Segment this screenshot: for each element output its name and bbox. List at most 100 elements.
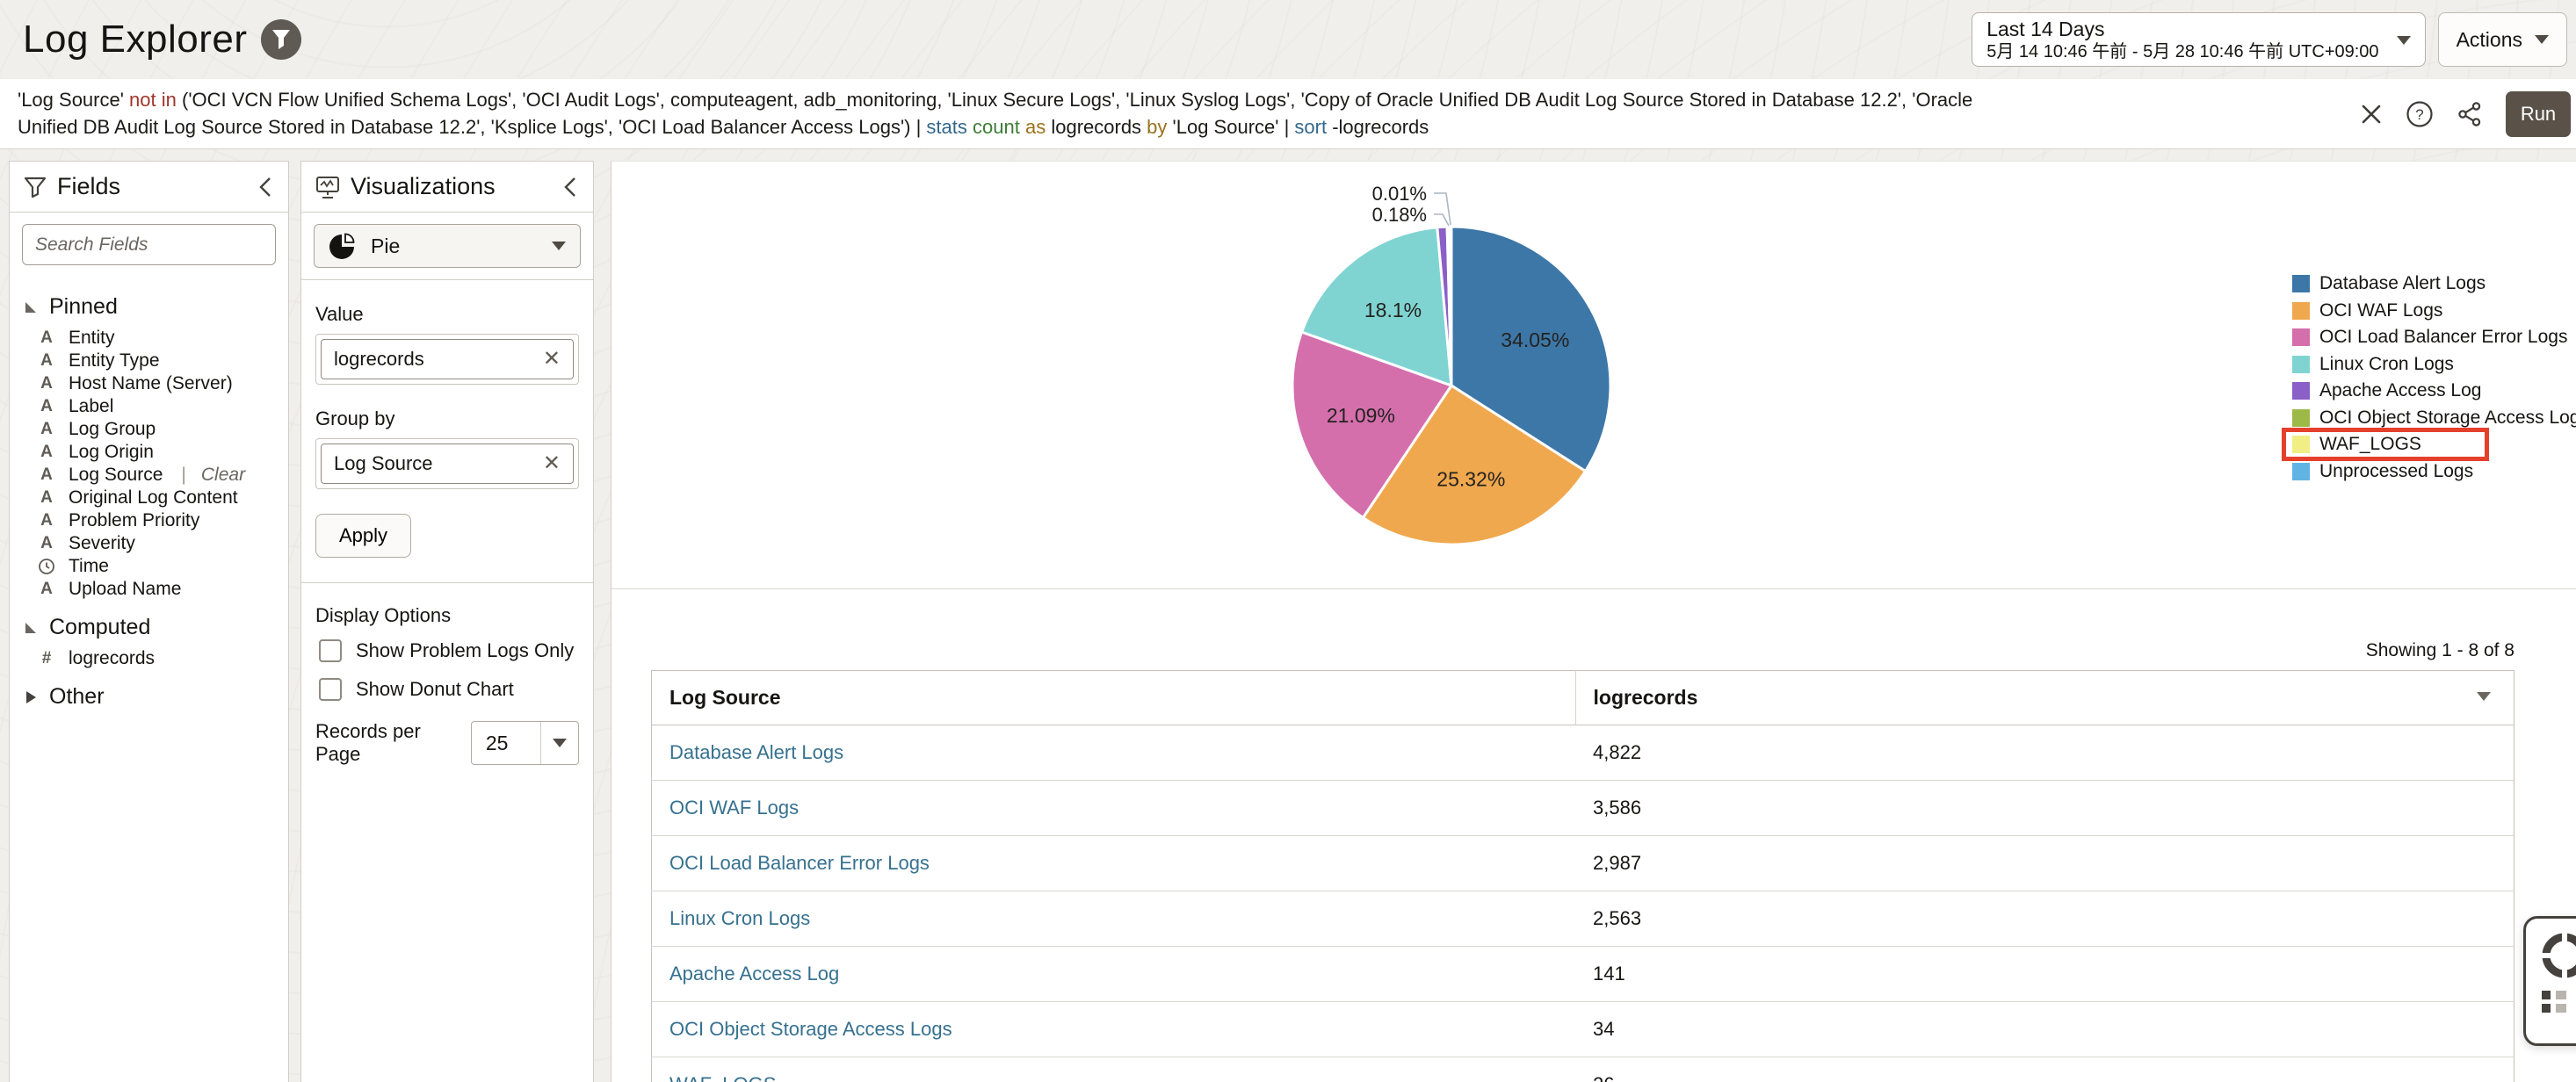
legend-item-waf-logs[interactable]: WAF_LOGS xyxy=(2282,428,2576,461)
log-source-link[interactable]: OCI Object Storage Access Logs xyxy=(651,1001,1576,1057)
apply-button[interactable]: Apply xyxy=(315,514,412,558)
chevron-down-icon xyxy=(2535,35,2549,44)
field-item-log-group[interactable]: A Log Group xyxy=(10,418,288,441)
show-problem-logs-checkbox-row[interactable]: Show Problem Logs Only xyxy=(319,639,579,662)
legend-item-unprocessed-logs[interactable]: Unprocessed Logs xyxy=(2292,461,2576,481)
visualization-settings: Value logrecords ✕ Group by Log Source ✕… xyxy=(301,303,593,766)
field-section-pinned[interactable]: Pinned xyxy=(10,280,288,327)
divider xyxy=(301,582,593,583)
legend-label: Linux Cron Logs xyxy=(2319,353,2454,374)
field-item-logrecords[interactable]: # logrecords xyxy=(10,647,288,670)
remove-value-icon[interactable]: ✕ xyxy=(542,347,561,371)
legend-item-database-alert-logs[interactable]: Database Alert Logs xyxy=(2292,273,2576,293)
field-section-computed[interactable]: Computed xyxy=(10,601,288,647)
field-item-severity[interactable]: A Severity xyxy=(10,532,288,555)
chevron-down-icon xyxy=(2396,36,2411,45)
time-range-selector[interactable]: Last 14 Days 5月 14 10:46 午前 - 5月 28 10:4… xyxy=(1972,12,2426,67)
group-by-label: Group by xyxy=(315,408,395,429)
string-field-icon: A xyxy=(40,420,53,438)
collapse-visualizations-panel-icon[interactable] xyxy=(561,176,579,198)
group-chip[interactable]: Log Source ✕ xyxy=(321,444,574,484)
field-item-label[interactable]: A Label xyxy=(10,395,288,418)
legend-item-oci-load-balancer-error-logs[interactable]: OCI Load Balancer Error Logs xyxy=(2292,327,2576,347)
log-source-link[interactable]: Database Alert Logs xyxy=(651,725,1576,781)
pie-chart-icon xyxy=(329,233,355,259)
column-header-logrecords[interactable]: logrecords xyxy=(1574,670,2514,725)
pie-slice-oci-waf-logs[interactable] xyxy=(1361,383,1588,546)
field-item-log-source[interactable]: A Log Source | Clear xyxy=(10,464,288,487)
group-chip-container: Log Source ✕ xyxy=(315,438,579,489)
show-donut-chart-checkbox[interactable] xyxy=(319,678,342,701)
string-field-icon: A xyxy=(40,374,53,393)
field-item-log-origin[interactable]: A Log Origin xyxy=(10,441,288,464)
string-field-icon: A xyxy=(40,580,53,598)
query-line-2: Unified DB Audit Log Source Stored in Da… xyxy=(18,113,2360,141)
visualizations-panel-header: Visualizations xyxy=(301,162,593,213)
chart-type-select[interactable]: Pie xyxy=(314,224,581,268)
field-item-entity-type[interactable]: A Entity Type xyxy=(10,350,288,372)
legend-item-linux-cron-logs[interactable]: Linux Cron Logs xyxy=(2292,353,2576,374)
log-source-link[interactable]: Linux Cron Logs xyxy=(651,891,1576,947)
legend-item-oci-object-storage-access-logs[interactable]: OCI Object Storage Access Logs xyxy=(2292,408,2576,428)
remove-group-icon[interactable]: ✕ xyxy=(542,451,561,475)
field-item-label: Entity Type xyxy=(69,350,160,371)
log-source-link[interactable]: OCI WAF Logs xyxy=(651,780,1576,836)
run-button[interactable]: Run xyxy=(2506,90,2571,137)
logrecords-value: 34 xyxy=(1575,1001,2514,1057)
chart-legend: Database Alert Logs OCI WAF Logs OCI Load … xyxy=(2282,273,2576,489)
clear-query-icon[interactable] xyxy=(2360,103,2383,126)
pie-slice-linux-cron-logs[interactable] xyxy=(1299,226,1453,388)
clear-field-filter-link[interactable]: Clear xyxy=(200,465,246,485)
show-donut-chart-checkbox-row[interactable]: Show Donut Chart xyxy=(319,678,579,701)
legend-swatch xyxy=(2292,436,2310,453)
show-problem-logs-checkbox[interactable] xyxy=(319,639,342,662)
page-title: Log Explorer xyxy=(23,18,248,61)
string-field-icon: A xyxy=(40,534,53,552)
query-input[interactable]: 'Log Source' not in ('OCI VCN Flow Unifi… xyxy=(0,79,2360,148)
legend-swatch xyxy=(2292,462,2310,480)
field-item-label: Log Group xyxy=(69,419,156,439)
help-icon[interactable]: ? xyxy=(2406,100,2434,128)
field-item-time[interactable]: Time xyxy=(10,555,288,578)
separator: | xyxy=(181,465,186,485)
search-fields-input[interactable] xyxy=(33,233,278,256)
column-menu-caret-icon[interactable] xyxy=(2477,692,2491,701)
log-source-link[interactable]: OCI Load Balancer Error Logs xyxy=(651,835,1576,891)
pie-percentage-label: 25.32% xyxy=(1436,467,1505,490)
query-token: not in xyxy=(129,89,177,111)
pie-slice-oci-load-balancer-error-logs[interactable] xyxy=(1291,330,1454,520)
field-item-label: Entity xyxy=(69,328,115,348)
log-source-link[interactable]: WAF_LOGS xyxy=(651,1057,1576,1082)
logrecords-value: 2,563 xyxy=(1575,891,2514,947)
field-item-original-log-content[interactable]: A Original Log Content xyxy=(10,487,288,509)
log-source-link[interactable]: Apache Access Log xyxy=(651,946,1576,1002)
field-section-other[interactable]: Other xyxy=(10,670,288,717)
logrecords-value: 26 xyxy=(1575,1057,2514,1082)
actions-button[interactable]: Actions xyxy=(2437,12,2567,67)
records-per-page-select[interactable]: 25 xyxy=(470,721,579,765)
field-item-host-name-server-[interactable]: A Host Name (Server) xyxy=(10,372,288,395)
legend-item-apache-access-log[interactable]: Apache Access Log xyxy=(2292,380,2576,400)
callout-leader-line xyxy=(1434,213,1450,227)
legend-swatch xyxy=(2292,301,2310,320)
share-icon[interactable] xyxy=(2457,101,2483,127)
time-field-icon xyxy=(38,558,55,575)
collapse-fields-panel-icon[interactable] xyxy=(257,176,274,198)
fields-list: Pinned A Entity A Entity Type A Host Name (Ser… xyxy=(10,277,288,717)
field-item-upload-name[interactable]: A Upload Name xyxy=(10,578,288,601)
column-header-log-source[interactable]: Log Source xyxy=(651,670,1576,725)
field-item-entity[interactable]: A Entity xyxy=(10,327,288,350)
logrecords-value: 141 xyxy=(1575,946,2514,1002)
visualizations-panel-title: Visualizations xyxy=(351,173,496,199)
value-chip[interactable]: logrecords ✕ xyxy=(321,339,574,379)
help-floating-widget[interactable] xyxy=(2523,916,2576,1046)
show-problem-logs-label: Show Problem Logs Only xyxy=(356,639,575,661)
field-item-problem-priority[interactable]: A Problem Priority xyxy=(10,509,288,532)
legend-item-oci-waf-logs[interactable]: OCI WAF Logs xyxy=(2292,300,2576,321)
legend-swatch xyxy=(2292,328,2310,346)
results-table-section: Showing 1 - 8 of 8 Log Source logrecords… xyxy=(611,589,2576,1082)
query-token: by xyxy=(1147,116,1168,138)
grid-list-icon xyxy=(2542,991,2566,1013)
logrecords-value: 3,586 xyxy=(1575,780,2514,836)
string-field-icon: A xyxy=(40,397,53,415)
